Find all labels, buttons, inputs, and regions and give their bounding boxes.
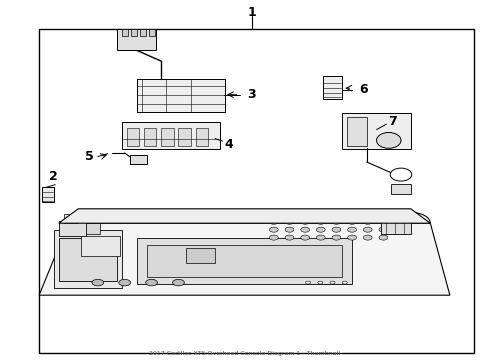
Ellipse shape — [300, 227, 309, 232]
Text: 6: 6 — [359, 83, 367, 96]
Bar — [127, 128, 139, 146]
Bar — [148, 29, 154, 36]
Ellipse shape — [316, 219, 325, 224]
Ellipse shape — [378, 235, 387, 240]
Bar — [63, 214, 78, 223]
Ellipse shape — [363, 219, 371, 224]
Bar — [390, 184, 410, 194]
Polygon shape — [39, 223, 449, 295]
Ellipse shape — [300, 219, 309, 224]
Bar — [85, 223, 100, 234]
Text: 1: 1 — [247, 6, 256, 19]
Text: 2017 Cadillac XT5 Overhead Console Diagram 1 - Thumbnail: 2017 Cadillac XT5 Overhead Console Diagr… — [149, 351, 339, 356]
Polygon shape — [59, 209, 429, 223]
Ellipse shape — [316, 235, 325, 240]
Ellipse shape — [269, 227, 278, 232]
Ellipse shape — [347, 235, 356, 240]
Bar — [117, 29, 156, 50]
Bar — [146, 245, 342, 277]
Ellipse shape — [347, 227, 356, 232]
Ellipse shape — [92, 279, 103, 286]
Text: 2: 2 — [49, 170, 58, 183]
Ellipse shape — [285, 219, 293, 224]
Ellipse shape — [316, 227, 325, 232]
Ellipse shape — [378, 219, 387, 224]
Bar — [346, 117, 366, 146]
Ellipse shape — [329, 281, 334, 284]
Ellipse shape — [269, 235, 278, 240]
Bar — [41, 187, 54, 202]
Bar — [81, 236, 120, 256]
Bar — [322, 76, 342, 99]
Bar — [131, 29, 137, 36]
Ellipse shape — [363, 227, 371, 232]
Bar — [161, 128, 173, 146]
Ellipse shape — [172, 279, 184, 286]
Bar — [185, 248, 215, 263]
Ellipse shape — [376, 132, 400, 148]
Text: 5: 5 — [85, 150, 94, 163]
Bar — [140, 29, 145, 36]
Bar — [122, 29, 128, 36]
Bar — [122, 122, 220, 149]
Ellipse shape — [378, 227, 387, 232]
Bar — [137, 238, 351, 284]
Ellipse shape — [285, 235, 293, 240]
Ellipse shape — [119, 279, 130, 286]
Ellipse shape — [363, 235, 371, 240]
Text: 3: 3 — [246, 88, 255, 101]
Text: 4: 4 — [224, 138, 232, 150]
Bar — [59, 238, 117, 281]
Bar — [342, 113, 410, 149]
Ellipse shape — [331, 227, 340, 232]
Ellipse shape — [331, 235, 340, 240]
Ellipse shape — [305, 281, 310, 284]
Ellipse shape — [389, 168, 411, 181]
Ellipse shape — [347, 219, 356, 224]
Ellipse shape — [285, 227, 293, 232]
Ellipse shape — [342, 281, 346, 284]
Text: 7: 7 — [387, 115, 396, 128]
Bar — [59, 221, 85, 236]
Bar — [178, 128, 190, 146]
Bar — [381, 220, 410, 234]
Ellipse shape — [317, 281, 322, 284]
Ellipse shape — [145, 279, 157, 286]
Bar — [39, 29, 473, 353]
Ellipse shape — [331, 219, 340, 224]
Bar — [137, 79, 224, 112]
Ellipse shape — [269, 219, 278, 224]
Ellipse shape — [300, 235, 309, 240]
Bar — [54, 230, 122, 288]
Bar — [195, 128, 207, 146]
Bar — [144, 128, 156, 146]
Bar — [129, 155, 146, 164]
